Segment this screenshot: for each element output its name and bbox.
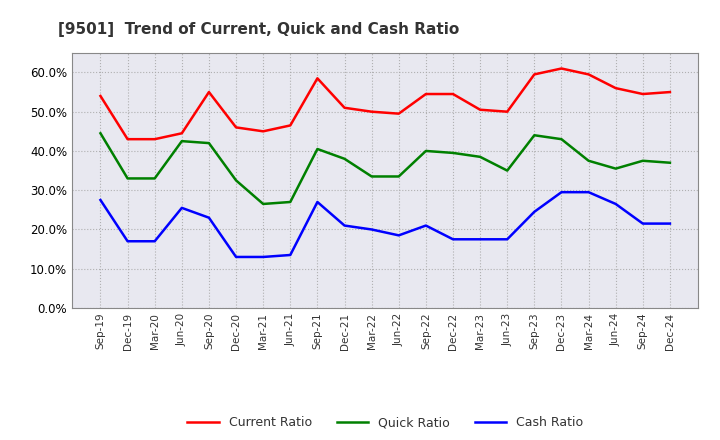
Cash Ratio <box>584 190 593 195</box>
Line: Quick Ratio: Quick Ratio <box>101 133 670 204</box>
Quick Ratio <box>259 202 268 207</box>
Cash Ratio <box>476 237 485 242</box>
Cash Ratio <box>150 238 159 244</box>
Current Ratio <box>232 125 240 130</box>
Cash Ratio <box>367 227 376 232</box>
Quick Ratio <box>341 156 349 161</box>
Current Ratio <box>259 128 268 134</box>
Quick Ratio <box>449 150 457 156</box>
Current Ratio <box>665 89 674 95</box>
Quick Ratio <box>665 160 674 165</box>
Current Ratio <box>639 92 647 97</box>
Cash Ratio <box>178 205 186 210</box>
Cash Ratio <box>286 253 294 258</box>
Current Ratio <box>123 136 132 142</box>
Current Ratio <box>557 66 566 71</box>
Current Ratio <box>150 136 159 142</box>
Cash Ratio <box>341 223 349 228</box>
Quick Ratio <box>584 158 593 163</box>
Cash Ratio <box>313 199 322 205</box>
Cash Ratio <box>232 254 240 260</box>
Cash Ratio <box>123 238 132 244</box>
Quick Ratio <box>204 140 213 146</box>
Quick Ratio <box>395 174 403 179</box>
Cash Ratio <box>204 215 213 220</box>
Current Ratio <box>178 131 186 136</box>
Current Ratio <box>611 85 620 91</box>
Cash Ratio <box>395 233 403 238</box>
Current Ratio <box>476 107 485 112</box>
Quick Ratio <box>557 136 566 142</box>
Quick Ratio <box>232 178 240 183</box>
Cash Ratio <box>530 209 539 214</box>
Quick Ratio <box>313 147 322 152</box>
Current Ratio <box>313 76 322 81</box>
Current Ratio <box>503 109 511 114</box>
Line: Current Ratio: Current Ratio <box>101 69 670 139</box>
Quick Ratio <box>530 132 539 138</box>
Current Ratio <box>395 111 403 116</box>
Quick Ratio <box>96 131 105 136</box>
Cash Ratio <box>557 190 566 195</box>
Quick Ratio <box>639 158 647 163</box>
Quick Ratio <box>123 176 132 181</box>
Current Ratio <box>96 93 105 99</box>
Quick Ratio <box>421 148 430 154</box>
Current Ratio <box>341 105 349 110</box>
Cash Ratio <box>665 221 674 226</box>
Current Ratio <box>530 72 539 77</box>
Text: [9501]  Trend of Current, Quick and Cash Ratio: [9501] Trend of Current, Quick and Cash … <box>58 22 459 37</box>
Quick Ratio <box>476 154 485 159</box>
Cash Ratio <box>639 221 647 226</box>
Cash Ratio <box>259 254 268 260</box>
Legend: Current Ratio, Quick Ratio, Cash Ratio: Current Ratio, Quick Ratio, Cash Ratio <box>182 411 588 434</box>
Quick Ratio <box>286 199 294 205</box>
Current Ratio <box>584 72 593 77</box>
Cash Ratio <box>449 237 457 242</box>
Quick Ratio <box>367 174 376 179</box>
Quick Ratio <box>503 168 511 173</box>
Current Ratio <box>286 123 294 128</box>
Cash Ratio <box>421 223 430 228</box>
Current Ratio <box>204 89 213 95</box>
Current Ratio <box>367 109 376 114</box>
Cash Ratio <box>96 198 105 203</box>
Quick Ratio <box>178 139 186 144</box>
Cash Ratio <box>503 237 511 242</box>
Quick Ratio <box>150 176 159 181</box>
Current Ratio <box>449 92 457 97</box>
Cash Ratio <box>611 202 620 207</box>
Line: Cash Ratio: Cash Ratio <box>101 192 670 257</box>
Current Ratio <box>421 92 430 97</box>
Quick Ratio <box>611 166 620 171</box>
